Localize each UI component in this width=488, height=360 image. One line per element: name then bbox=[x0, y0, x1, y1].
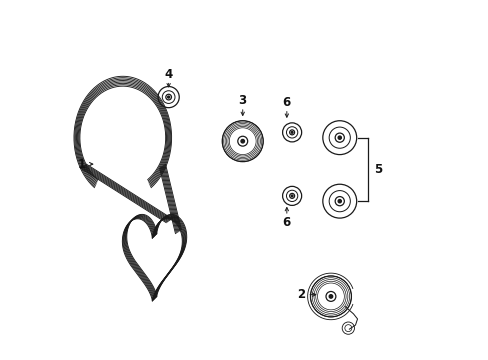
Circle shape bbox=[167, 96, 169, 98]
Text: 2: 2 bbox=[296, 288, 305, 301]
Circle shape bbox=[241, 139, 244, 143]
Text: 6: 6 bbox=[282, 96, 290, 109]
Circle shape bbox=[328, 295, 332, 298]
Circle shape bbox=[291, 131, 292, 133]
Circle shape bbox=[291, 195, 292, 197]
Text: 1: 1 bbox=[77, 158, 85, 171]
Text: 5: 5 bbox=[374, 163, 382, 176]
Circle shape bbox=[338, 136, 341, 139]
Circle shape bbox=[338, 199, 341, 203]
Text: 6: 6 bbox=[282, 216, 290, 229]
Text: 4: 4 bbox=[164, 68, 172, 81]
Text: 3: 3 bbox=[238, 94, 246, 107]
